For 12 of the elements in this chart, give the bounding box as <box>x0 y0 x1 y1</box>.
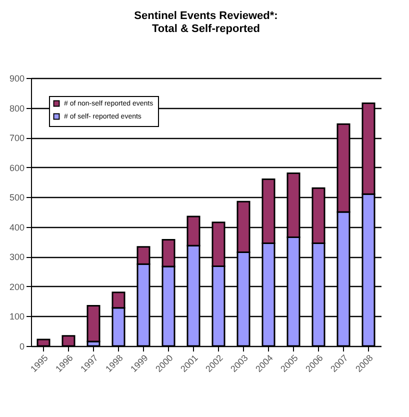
y-tick-label: 800 <box>9 103 24 114</box>
chart-subtitle: Total & Self-reported <box>152 23 260 35</box>
y-tick-label: 900 <box>9 74 24 84</box>
y-tick-label: 700 <box>9 133 24 144</box>
y-tick-label: 0 <box>19 342 24 352</box>
y-tick-label: 500 <box>9 192 24 203</box>
y-tick-label: 400 <box>9 222 24 232</box>
chart-title: Sentinel Events Reviewed*: <box>134 10 278 22</box>
y-tick-label: 600 <box>9 162 24 173</box>
y-tick-label: 100 <box>9 312 24 322</box>
y-tick-label: 300 <box>9 252 24 262</box>
y-tick-label: 200 <box>9 282 24 292</box>
